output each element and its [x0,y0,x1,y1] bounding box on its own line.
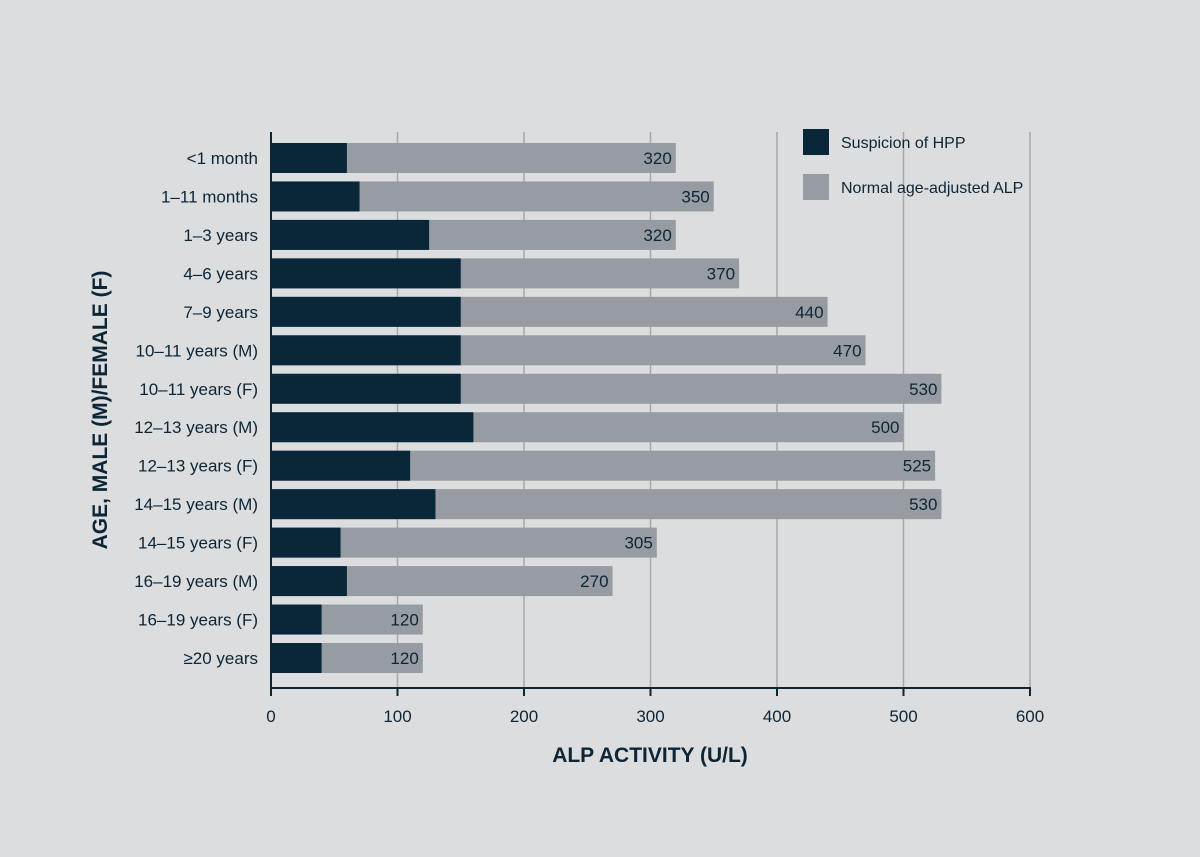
category-label: 12–13 years (F) [138,457,258,476]
x-tick-label: 600 [1016,707,1044,726]
x-tick-label: 300 [636,707,664,726]
category-label: 1–11 months [161,187,258,206]
legend-swatch-hpp [803,129,829,155]
y-axis-title: AGE, MALE (M)/FEMALE (F) [89,271,112,550]
category-label: 12–13 years (M) [134,418,258,437]
bar-suspicion-hpp [271,643,322,673]
x-tick-label: 200 [510,707,538,726]
category-label: 1–3 years [183,226,258,245]
bar-suspicion-hpp [271,566,347,597]
data-label: 120 [390,649,418,668]
category-label: 10–11 years (M) [135,341,258,360]
legend-label-normal: Normal age-adjusted ALP [841,180,1023,197]
data-label: 305 [624,534,652,553]
x-tick-label: 400 [763,707,791,726]
bar-suspicion-hpp [271,219,430,250]
data-label: 500 [871,418,899,437]
data-label: 525 [903,457,931,476]
bar-suspicion-hpp [271,296,461,327]
bar-suspicion-hpp [271,604,322,635]
category-label: 14–15 years (F) [138,534,258,553]
legend: Suspicion of HPP Normal age-adjusted ALP [803,129,1023,200]
legend-label-hpp: Suspicion of HPP [841,135,966,152]
category-label: 16–19 years (F) [138,611,258,630]
data-label: 320 [643,149,671,168]
bar-suspicion-hpp [271,335,461,366]
bar-suspicion-hpp [271,373,461,404]
category-label: 14–15 years (M) [134,495,258,514]
data-label: 120 [390,611,418,630]
data-label: 530 [909,380,937,399]
gridlines [396,132,1031,688]
bar-suspicion-hpp [271,258,461,289]
data-label: 320 [643,226,671,245]
bars: 320 350 320 370 440 470 530 500 525 530 305 270 120 1… [271,143,942,673]
category-labels: <1 month 1–11 months 1–3 years 4–6 years 7–9… [134,149,258,668]
data-label: 470 [833,341,861,360]
x-tick-label: 500 [889,707,917,726]
category-label: ≥20 years [183,649,258,668]
category-label: 7–9 years [183,303,258,322]
category-label: 16–19 years (M) [134,572,258,591]
bar-suspicion-hpp [271,181,360,212]
data-label: 530 [909,495,937,514]
category-label: <1 month [187,149,258,168]
bar-suspicion-hpp [271,489,436,520]
category-label: 4–6 years [183,264,258,283]
data-label: 440 [795,303,823,322]
legend-swatch-normal [803,174,829,200]
category-label: 10–11 years (F) [139,380,258,399]
bar-suspicion-hpp [271,527,341,558]
data-label: 270 [580,572,608,591]
x-tick-labels: 0 100 200 300 400 500 600 [266,688,1044,726]
bar-suspicion-hpp [271,143,347,173]
data-label: 350 [681,187,709,206]
bar-suspicion-hpp [271,412,474,443]
data-label: 370 [707,264,735,283]
x-axis-title: ALP ACTIVITY (U/L) [552,744,748,767]
x-tick-label: 0 [266,707,275,726]
bar-suspicion-hpp [271,450,411,481]
x-tick-label: 100 [383,707,411,726]
